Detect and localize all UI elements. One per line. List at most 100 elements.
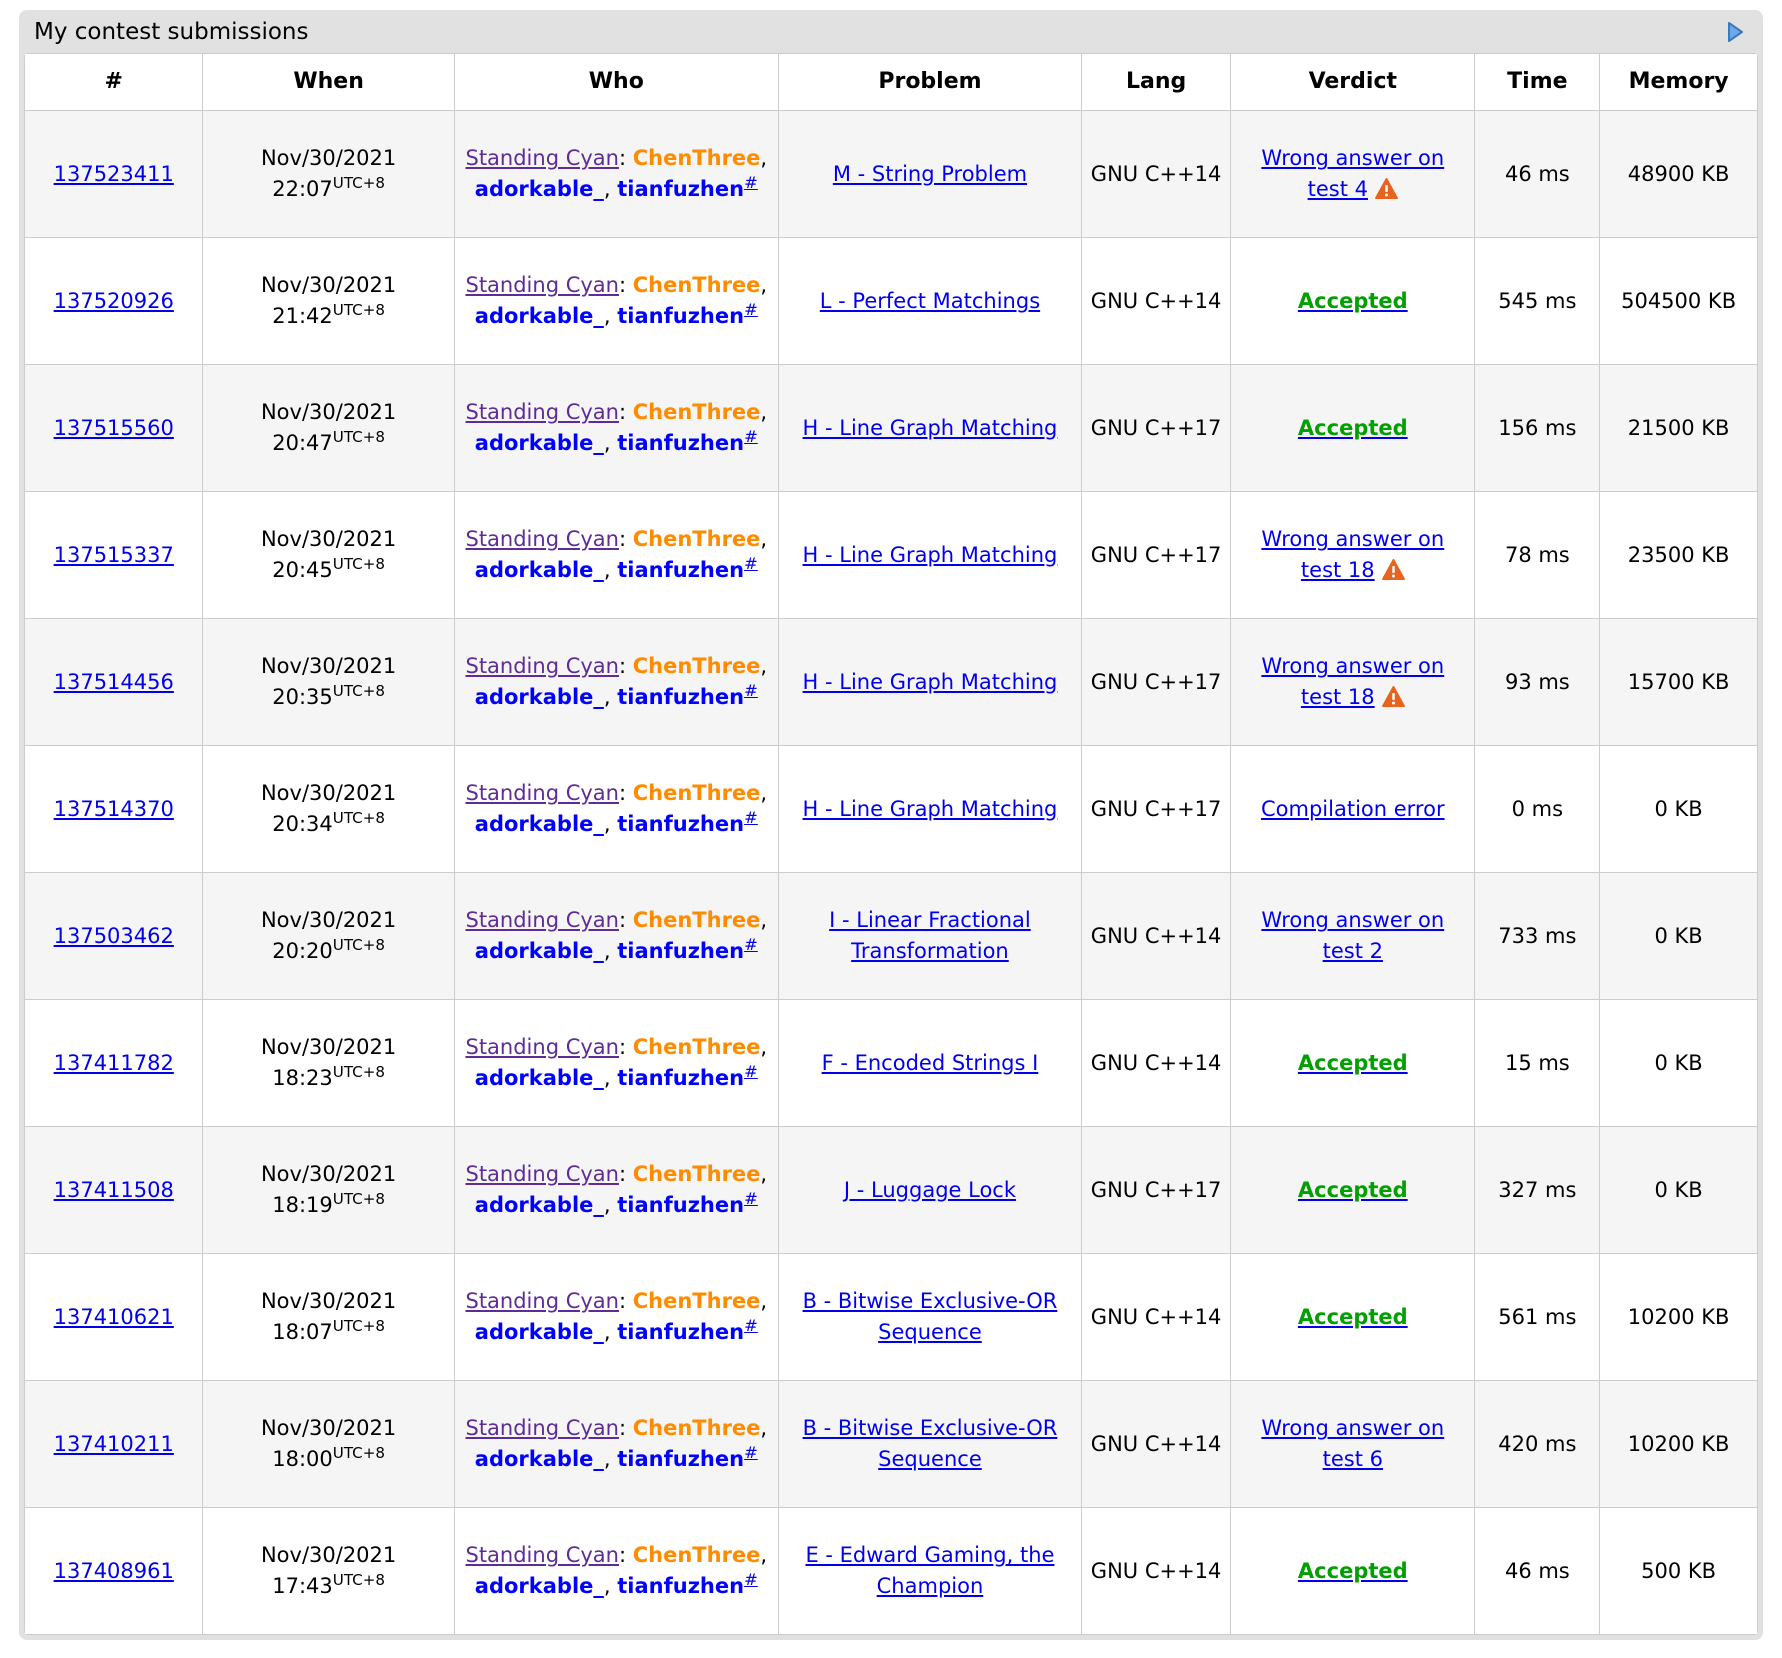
team-member-handle[interactable]: adorkable_ — [475, 939, 604, 963]
team-link[interactable]: Standing Cyan — [465, 1162, 619, 1186]
submission-id-link[interactable]: 137515560 — [54, 416, 174, 440]
submission-id-link[interactable]: 137514370 — [54, 797, 174, 821]
verdict-link[interactable]: Accepted — [1298, 1051, 1408, 1075]
team-member-handle[interactable]: tianfuzhen — [617, 939, 744, 963]
team-member-handle[interactable]: ChenThree — [633, 273, 761, 297]
team-member-handle[interactable]: adorkable_ — [475, 812, 604, 836]
team-member-handle[interactable]: adorkable_ — [475, 1320, 604, 1344]
submission-id-link[interactable]: 137410211 — [54, 1432, 174, 1456]
submission-id-link[interactable]: 137515337 — [54, 543, 174, 567]
team-member-handle[interactable]: adorkable_ — [475, 685, 604, 709]
verdict-link[interactable]: Accepted — [1298, 416, 1408, 440]
team-link[interactable]: Standing Cyan — [465, 1543, 619, 1567]
ghost-mark-link[interactable]: # — [744, 427, 758, 446]
team-member-handle[interactable]: ChenThree — [633, 400, 761, 424]
problem-link[interactable]: J - Luggage Lock — [844, 1178, 1016, 1202]
team-member-handle[interactable]: ChenThree — [633, 654, 761, 678]
ghost-mark-link[interactable]: # — [744, 1443, 758, 1462]
submission-id-link[interactable]: 137411782 — [54, 1051, 174, 1075]
verdict-link[interactable]: Wrong answer on test 18 — [1261, 654, 1444, 708]
verdict-link[interactable]: Accepted — [1298, 289, 1408, 313]
team-member-handle[interactable]: adorkable_ — [475, 304, 604, 328]
verdict-link[interactable]: Wrong answer on test 18 — [1261, 527, 1444, 581]
ghost-mark-link[interactable]: # — [744, 935, 758, 954]
submission-id-link[interactable]: 137523411 — [54, 162, 174, 186]
team-link[interactable]: Standing Cyan — [465, 781, 619, 805]
ghost-mark-link[interactable]: # — [744, 1062, 758, 1081]
submission-id-link[interactable]: 137520926 — [54, 289, 174, 313]
team-link[interactable]: Standing Cyan — [465, 400, 619, 424]
problem-link[interactable]: H - Line Graph Matching — [803, 797, 1058, 821]
header-problem: Problem — [778, 54, 1081, 111]
team-link[interactable]: Standing Cyan — [465, 273, 619, 297]
team-member-handle[interactable]: ChenThree — [633, 1035, 761, 1059]
problem-link[interactable]: H - Line Graph Matching — [803, 416, 1058, 440]
team-member-handle[interactable]: adorkable_ — [475, 177, 604, 201]
team-link[interactable]: Standing Cyan — [465, 527, 619, 551]
team-member-handle[interactable]: ChenThree — [633, 146, 761, 170]
ghost-mark-link[interactable]: # — [744, 808, 758, 827]
team-member-handle[interactable]: adorkable_ — [475, 1066, 604, 1090]
team-member-handle[interactable]: ChenThree — [633, 527, 761, 551]
team-member-handle[interactable]: adorkable_ — [475, 1193, 604, 1217]
team-link[interactable]: Standing Cyan — [465, 1289, 619, 1313]
team-member-handle[interactable]: adorkable_ — [475, 558, 604, 582]
team-member-handle[interactable]: tianfuzhen — [617, 431, 744, 455]
team-member-handle[interactable]: ChenThree — [633, 1162, 761, 1186]
team-member-handle[interactable]: tianfuzhen — [617, 1574, 744, 1598]
team-member-handle[interactable]: tianfuzhen — [617, 685, 744, 709]
team-member-handle[interactable]: adorkable_ — [475, 1574, 604, 1598]
team-member-handle[interactable]: tianfuzhen — [617, 1066, 744, 1090]
ghost-mark-link[interactable]: # — [744, 1570, 758, 1589]
team-member-handle[interactable]: ChenThree — [633, 908, 761, 932]
ghost-mark-link[interactable]: # — [744, 681, 758, 700]
submission-id-link[interactable]: 137411508 — [54, 1178, 174, 1202]
team-member-handle[interactable]: tianfuzhen — [617, 1193, 744, 1217]
ghost-mark-link[interactable]: # — [744, 1316, 758, 1335]
team-member-handle[interactable]: tianfuzhen — [617, 177, 744, 201]
verdict-link[interactable]: Wrong answer on test 2 — [1261, 908, 1444, 962]
team-member-handle[interactable]: tianfuzhen — [617, 812, 744, 836]
problem-link[interactable]: I - Linear Fractional Transformation — [829, 908, 1031, 962]
verdict-link[interactable]: Compilation error — [1261, 797, 1445, 821]
problem-link[interactable]: M - String Problem — [833, 162, 1027, 186]
team-member-handle[interactable]: ChenThree — [633, 781, 761, 805]
verdict-link[interactable]: Wrong answer on test 6 — [1261, 1416, 1444, 1470]
ghost-mark-link[interactable]: # — [744, 554, 758, 573]
submission-id-link[interactable]: 137514456 — [54, 670, 174, 694]
team-member-handle[interactable]: tianfuzhen — [617, 1447, 744, 1471]
time-cell: 78 ms — [1475, 491, 1600, 618]
team-link[interactable]: Standing Cyan — [465, 146, 619, 170]
verdict-link[interactable]: Accepted — [1298, 1559, 1408, 1583]
team-member-handle[interactable]: ChenThree — [633, 1289, 761, 1313]
team-link[interactable]: Standing Cyan — [465, 1035, 619, 1059]
verdict-link[interactable]: Accepted — [1298, 1178, 1408, 1202]
submission-id-link[interactable]: 137408961 — [54, 1559, 174, 1583]
team-member-handle[interactable]: tianfuzhen — [617, 1320, 744, 1344]
right-triangle-icon[interactable] — [1727, 21, 1744, 43]
ghost-mark-link[interactable]: # — [744, 1189, 758, 1208]
ghost-mark-link[interactable]: # — [744, 300, 758, 319]
verdict-link[interactable]: Accepted — [1298, 1305, 1408, 1329]
problem-link[interactable]: L - Perfect Matchings — [820, 289, 1040, 313]
team-member-handle[interactable]: ChenThree — [633, 1416, 761, 1440]
team-member-handle[interactable]: tianfuzhen — [617, 304, 744, 328]
submission-id-link[interactable]: 137503462 — [54, 924, 174, 948]
problem-link[interactable]: E - Edward Gaming, the Champion — [805, 1543, 1054, 1597]
team-member-handle[interactable]: ChenThree — [633, 1543, 761, 1567]
problem-link[interactable]: H - Line Graph Matching — [803, 543, 1058, 567]
verdict-link[interactable]: Wrong answer on test 4 — [1261, 146, 1444, 200]
team-member-handle[interactable]: tianfuzhen — [617, 558, 744, 582]
team-link[interactable]: Standing Cyan — [465, 654, 619, 678]
problem-link[interactable]: H - Line Graph Matching — [803, 670, 1058, 694]
ghost-mark-link[interactable]: # — [744, 173, 758, 192]
problem-link[interactable]: B - Bitwise Exclusive-OR Sequence — [803, 1416, 1058, 1470]
problem-link[interactable]: F - Encoded Strings I — [822, 1051, 1039, 1075]
submission-date: Nov/30/2021 — [211, 778, 445, 808]
problem-link[interactable]: B - Bitwise Exclusive-OR Sequence — [803, 1289, 1058, 1343]
team-member-handle[interactable]: adorkable_ — [475, 431, 604, 455]
team-link[interactable]: Standing Cyan — [465, 908, 619, 932]
team-member-handle[interactable]: adorkable_ — [475, 1447, 604, 1471]
submission-id-link[interactable]: 137410621 — [54, 1305, 174, 1329]
team-link[interactable]: Standing Cyan — [465, 1416, 619, 1440]
